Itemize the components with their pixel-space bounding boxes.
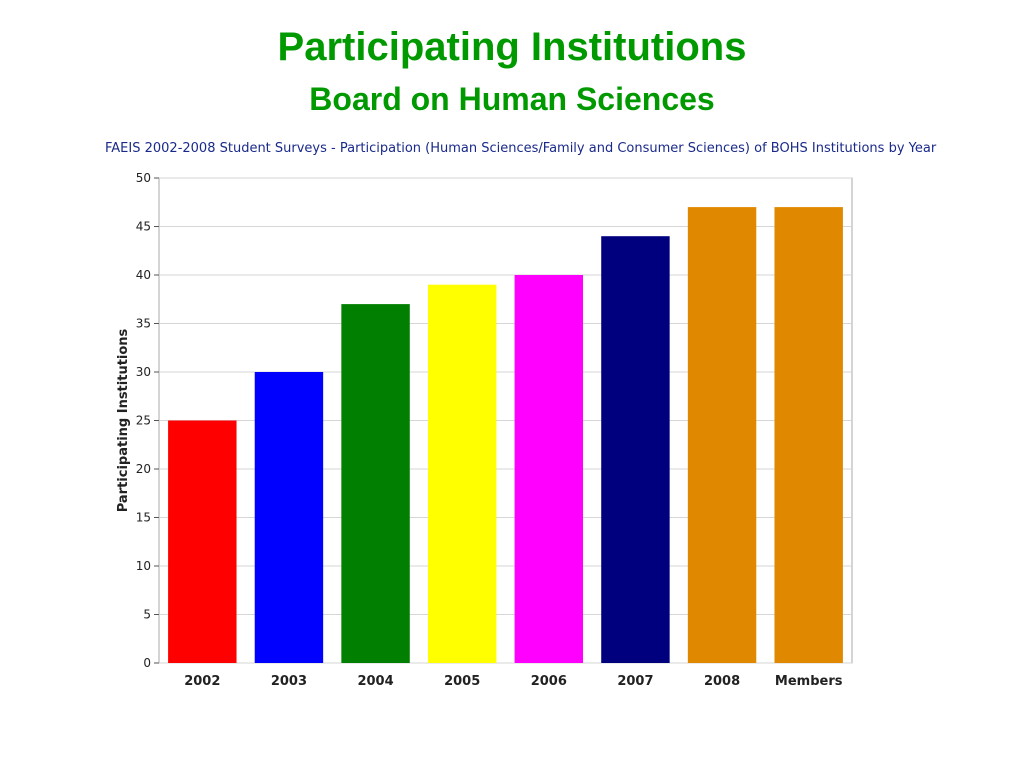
x-tick-label: 2008 xyxy=(704,674,740,689)
bar-2003 xyxy=(254,372,324,663)
chart-panel: FAEIS 2002-2008 Student Surveys - Partic… xyxy=(105,135,995,695)
y-tick-label: 20 xyxy=(136,462,151,476)
x-tick-label: 2006 xyxy=(531,674,567,689)
slide-title: Participating Institutions xyxy=(277,25,747,69)
x-tick-label: 2002 xyxy=(184,674,220,689)
y-tick-label: 50 xyxy=(136,171,151,185)
y-tick-label: 45 xyxy=(136,220,151,234)
slide-subtitle: Board on Human Sciences xyxy=(309,81,715,117)
y-tick-label: 40 xyxy=(136,268,151,282)
y-tick-label: 5 xyxy=(143,608,151,622)
chart-title: FAEIS 2002-2008 Student Surveys - Partic… xyxy=(105,141,937,156)
y-tick-label: 35 xyxy=(136,317,151,331)
x-tick-label: 2007 xyxy=(617,674,653,689)
x-tick-label: 2004 xyxy=(357,674,393,689)
bar-members xyxy=(774,207,843,663)
y-tick-label: 30 xyxy=(136,365,151,379)
x-tick-labels: 2002 2003 2004 2005 2006 2007 2008 Members xyxy=(184,674,843,689)
bars xyxy=(168,207,843,663)
y-tick-label: 10 xyxy=(136,559,151,573)
bar-2007 xyxy=(601,236,670,663)
bar-2004 xyxy=(341,304,410,663)
x-tick-label: Members xyxy=(775,674,843,689)
bar-2008 xyxy=(687,207,757,663)
bar-2005 xyxy=(427,284,497,663)
bar-2002 xyxy=(168,420,237,663)
bar-2006 xyxy=(514,275,584,663)
y-tick-labels: 0 5 10 15 20 25 30 35 40 45 50 xyxy=(136,171,151,670)
y-tick-label: 25 xyxy=(136,414,151,428)
y-tick-label: 0 xyxy=(143,656,151,670)
y-axis-label: Participating Institutions xyxy=(116,328,131,512)
x-tick-label: 2003 xyxy=(271,674,307,689)
x-tick-label: 2005 xyxy=(444,674,480,689)
y-tick-label: 15 xyxy=(136,511,151,525)
